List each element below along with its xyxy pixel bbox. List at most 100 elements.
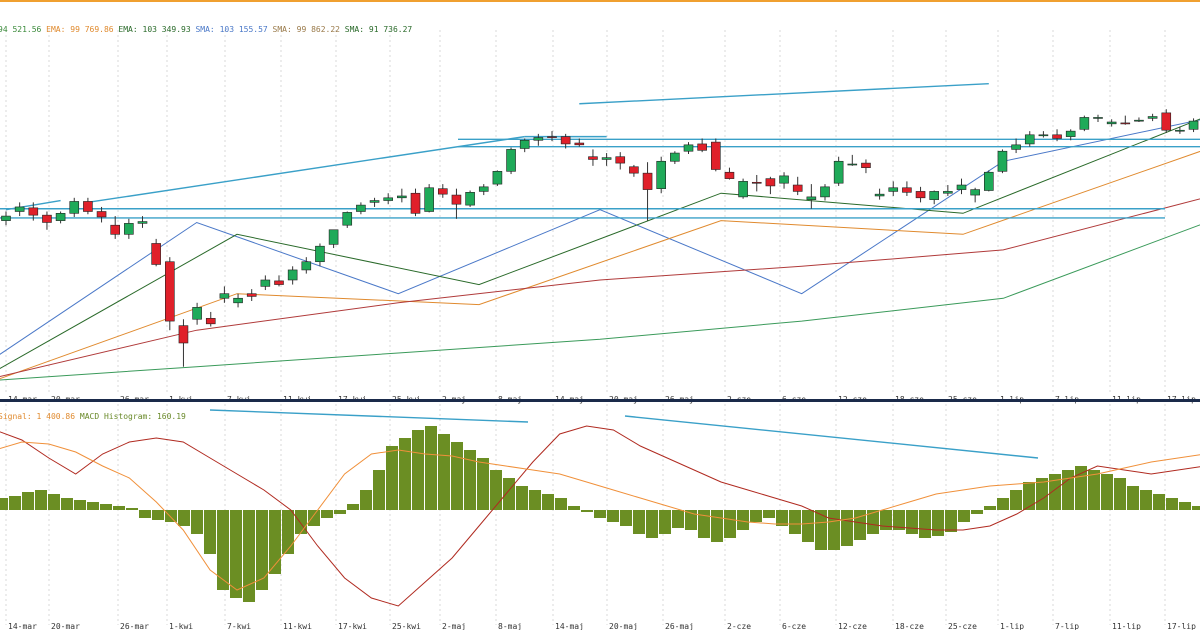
candle-body	[260, 279, 271, 287]
histogram-bar	[490, 470, 502, 510]
histogram-bar	[386, 446, 398, 510]
candle-body	[1038, 134, 1049, 137]
date-tick-label: 1-lip	[1000, 622, 1024, 630]
candle-body	[629, 166, 639, 174]
candle-body	[192, 307, 202, 320]
indicator-legend-item: SMA: 103 155.57	[195, 25, 272, 34]
histogram-bar	[854, 510, 866, 540]
histogram-bar	[815, 510, 827, 550]
histogram-bar	[139, 510, 151, 518]
date-tick-label: 11-lip	[1112, 622, 1141, 630]
histogram-bar	[1075, 466, 1087, 510]
candle-body	[274, 280, 284, 285]
histogram-bar	[542, 494, 554, 510]
candle-body	[656, 160, 667, 189]
candle-body	[1052, 134, 1062, 139]
histogram-bar	[243, 510, 255, 602]
histogram-bar	[425, 426, 437, 510]
candle-body	[1079, 117, 1090, 130]
histogram-bar	[737, 510, 749, 530]
candle-body	[574, 142, 585, 146]
date-tick-label: 1-kwi	[169, 622, 193, 630]
support-resistance-levels[interactable]	[0, 138, 1200, 219]
candle-body	[315, 245, 325, 263]
histogram-bar	[347, 504, 359, 510]
histogram-bar	[87, 502, 99, 510]
trendline[interactable]	[579, 82, 989, 105]
date-tick-label: 11-kwi	[283, 622, 312, 630]
candle-body	[751, 181, 762, 184]
histogram-bar	[165, 510, 177, 522]
histogram-bar	[841, 510, 853, 546]
candle-body	[642, 172, 653, 190]
macd-legend-item: Signal: 1 400.86	[0, 412, 80, 421]
histogram-bar	[74, 500, 86, 510]
date-tick-label: 2-cze	[727, 622, 751, 630]
candle-body	[492, 171, 503, 185]
date-tick-label: 26-mar	[120, 622, 149, 630]
histogram-bar	[1127, 486, 1139, 510]
panel-divider[interactable]	[0, 399, 1200, 402]
macd-legend-item: MACD Histogram: 160.19	[80, 412, 186, 421]
histogram-bar	[269, 510, 281, 574]
candle-body	[383, 197, 394, 201]
macd-trendline[interactable]	[624, 415, 1039, 459]
histogram-bar	[1101, 474, 1113, 510]
candle-body	[820, 186, 830, 198]
candle-body	[588, 156, 598, 160]
histogram-bar	[464, 450, 476, 510]
candle-body	[1106, 121, 1117, 125]
candle-body	[833, 160, 844, 184]
histogram-bar	[477, 458, 489, 510]
histogram-bar	[555, 498, 567, 510]
macd-trendline[interactable]	[209, 409, 529, 423]
histogram-bar	[35, 490, 47, 510]
moving-average-line	[0, 198, 1200, 378]
candle-body	[670, 152, 680, 162]
indicator-legend-item: EMA: 103 349.93	[118, 25, 195, 34]
macd-trendlines[interactable]	[209, 409, 1039, 459]
histogram-bar	[1192, 506, 1200, 510]
candle-body	[547, 136, 557, 138]
histogram-bar	[867, 510, 879, 534]
histogram-bar	[48, 494, 60, 510]
trendline[interactable]	[87, 135, 525, 204]
candle-body	[929, 191, 940, 200]
date-tick-label: 26-maj	[665, 622, 694, 630]
candlesticks	[1, 109, 1199, 367]
date-tick-label: 17-lip	[1167, 622, 1196, 630]
histogram-bar	[22, 492, 34, 510]
candle-body	[151, 243, 161, 265]
candle-body	[1120, 122, 1131, 125]
histogram-bar	[204, 510, 216, 554]
histogram-bar	[581, 510, 593, 512]
histogram-bar	[1023, 482, 1035, 510]
candle-body	[1175, 129, 1185, 132]
candle-body	[1134, 119, 1144, 122]
histogram-bar	[724, 510, 736, 538]
histogram-bar	[529, 490, 541, 510]
histogram-bar	[711, 510, 723, 542]
indicator-legend-item: 94 521.56	[0, 25, 46, 34]
histogram-bar	[750, 510, 762, 522]
candle-body	[806, 196, 817, 200]
candle-body	[301, 261, 312, 271]
candle-body	[615, 156, 626, 164]
signal-line	[0, 441, 1200, 591]
histogram-bar	[321, 510, 333, 518]
histogram-bar	[503, 478, 515, 510]
histogram-bar	[1088, 470, 1100, 510]
histogram-bar	[399, 438, 411, 510]
moving-average-line	[0, 119, 1200, 355]
date-tick-label: 8-maj	[498, 622, 522, 630]
candle-body	[1093, 117, 1103, 119]
candle-body	[519, 139, 530, 149]
date-tick-label: 25-cze	[948, 622, 977, 630]
histogram-bar	[945, 510, 957, 532]
candle-body	[956, 184, 967, 190]
candle-body	[506, 149, 516, 172]
candle-body	[14, 206, 25, 212]
indicator-legend-item: SMA: 99 862.22	[273, 25, 345, 34]
histogram-bar	[217, 510, 229, 590]
candle-body	[205, 318, 216, 325]
